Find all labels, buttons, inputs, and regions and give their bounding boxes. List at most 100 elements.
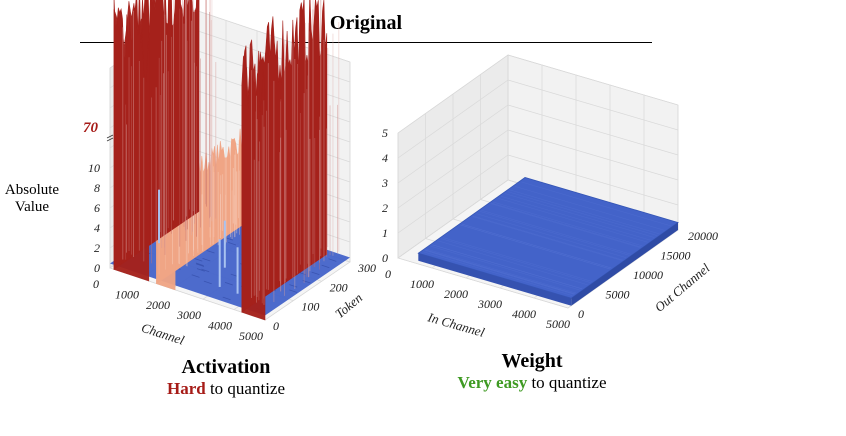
act-xtick-4: 4000	[208, 319, 232, 333]
act-baseline-texture-18	[201, 268, 210, 273]
act-baseline-texture-36	[289, 289, 298, 293]
wt-surface-texture-29	[521, 181, 671, 227]
wt-surface-texture-25	[442, 237, 593, 282]
wt-zgrid-back-5	[507, 54, 679, 106]
wt-surface-texture-9	[479, 211, 630, 256]
wt-surface-texture-10	[504, 193, 655, 238]
wt-ztick-3: 3	[381, 176, 388, 190]
wt-ygrid-floor-0	[397, 257, 569, 309]
wt-xtick-3: 3000	[477, 297, 502, 311]
wt-zgrid-back-4	[507, 79, 679, 131]
wt-surface-texture-3	[473, 215, 623, 261]
weight-caption-title: Weight	[501, 350, 563, 372]
act-ztick-4: 8	[94, 181, 100, 195]
act-baseline-texture-10	[321, 264, 330, 269]
figure-title: Original	[329, 12, 403, 34]
act-baseline-texture-7	[228, 242, 237, 246]
act-baseline-texture-27	[203, 280, 212, 285]
wt-ytick-1: 5000	[606, 288, 630, 302]
act-baseline-texture-30	[206, 250, 215, 254]
wt-surface-texture-26	[422, 251, 573, 296]
wt-surface-texture-13	[498, 198, 648, 243]
wt-ytick-2: 10000	[633, 268, 663, 282]
wt-ztick-1: 1	[382, 226, 388, 240]
wt-surface-texture-11	[509, 189, 660, 235]
wt-surface-texture-0	[472, 216, 623, 261]
wt-surface-texture-8	[500, 195, 651, 241]
weight-caption: Weight Very easy to quantize	[382, 350, 682, 393]
wt-surface-front-edge	[418, 253, 572, 306]
wt-ytick-4: 20000	[688, 229, 718, 243]
act-xtick-2: 2000	[146, 298, 170, 312]
wt-surface-texture-28	[492, 201, 643, 247]
act-axis-break-mark	[106, 134, 114, 142]
act-xtick-3: 3000	[176, 308, 201, 322]
wt-xtick-2: 2000	[444, 287, 468, 301]
activation-caption-title: Activation	[181, 356, 271, 378]
title-divider	[80, 42, 652, 43]
act-xtick-1: 1000	[115, 287, 139, 301]
act-baseline-texture-29	[202, 257, 211, 262]
act-baseline-texture-28	[196, 268, 205, 272]
wt-ztick-5: 5	[382, 126, 388, 140]
wt-ztick-0: 0	[382, 251, 388, 265]
act-ztick-1: 2	[94, 241, 100, 255]
wt-xtick-5: 5000	[546, 317, 570, 331]
activation-z-axis-title: Absolute Value	[4, 182, 60, 215]
wt-ytick-0: 0	[578, 307, 584, 321]
act-ytick-3: 300	[357, 261, 376, 275]
weight-caption-sub: Very easy to quantize	[382, 373, 682, 393]
wt-surface-texture-7	[424, 250, 575, 295]
act-ytick-1: 100	[301, 300, 319, 314]
wt-xtick-1: 1000	[410, 277, 434, 291]
wt-xtick-4: 4000	[512, 307, 536, 321]
act-y-axis-title: Token	[332, 290, 365, 321]
weight-chart: 0123450100020003000400050000500010000150…	[381, 54, 718, 340]
activation-caption-sub: Hard to quantize	[76, 379, 376, 399]
activation-caption: Activation Hard to quantize	[76, 356, 376, 399]
wt-ztick-4: 4	[382, 151, 388, 165]
act-ztick-0: 0	[94, 261, 100, 275]
wt-ztick-2: 2	[382, 201, 388, 215]
act-baseline-texture-14	[328, 258, 337, 262]
wt-surface-texture-23	[481, 209, 631, 255]
wt-zgrid-back-2	[507, 129, 679, 181]
act-xtick-5: 5000	[239, 329, 263, 343]
activation-caption-rest: to quantize	[205, 379, 286, 398]
act-ztick-2: 4	[94, 221, 100, 235]
weight-caption-rest: to quantize	[527, 373, 607, 392]
act-x-axis-title: Channel	[140, 320, 187, 348]
act-ztick-3: 6	[94, 201, 100, 215]
act-ytick-2: 200	[330, 280, 348, 294]
act-baseline-texture-8	[222, 296, 231, 301]
act-baseline-texture-32	[289, 284, 298, 288]
wt-surface-texture-27	[426, 248, 577, 294]
activation-caption-emph: Hard	[166, 379, 206, 398]
wt-xtick-0: 0	[385, 267, 391, 281]
act-ztick-5: 10	[88, 161, 100, 175]
wt-surface-texture-12	[490, 203, 641, 248]
wt-ytick-3: 15000	[661, 249, 691, 263]
wt-surface-texture-18	[460, 224, 611, 270]
wt-surface-texture-22	[425, 249, 575, 295]
act-baseline-texture-15	[196, 263, 205, 267]
wt-surface-texture-21	[432, 244, 583, 290]
activation-chart: 0246810010002000300040005000010020030070…	[83, 0, 376, 348]
wt-surface-right-edge	[571, 222, 678, 306]
wt-surface-texture-16	[514, 186, 665, 231]
wt-surface-texture-14	[507, 191, 658, 236]
act-baseline-texture-31	[224, 282, 233, 286]
act-ytick-0: 0	[273, 319, 279, 333]
weight-caption-emph: Very easy	[457, 373, 528, 392]
wt-zgrid-back-1	[507, 154, 679, 206]
wt-surface-texture-15	[461, 223, 612, 269]
act-zmax-label: 70	[83, 120, 99, 136]
act-baseline-texture-23	[191, 274, 200, 278]
wt-surface-texture-20	[430, 245, 581, 291]
act-xtick-0: 0	[93, 277, 99, 291]
wt-surface-texture-24	[491, 202, 642, 248]
wt-surface-texture-4	[441, 238, 591, 283]
wt-surface-texture-2	[438, 240, 588, 286]
act-xgrid-floor-5	[264, 261, 351, 321]
